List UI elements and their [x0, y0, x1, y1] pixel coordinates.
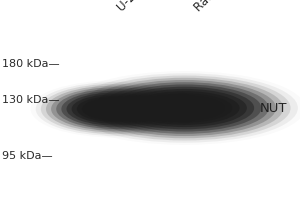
- Ellipse shape: [82, 98, 149, 120]
- Text: 180 kDa—: 180 kDa—: [2, 59, 59, 69]
- Ellipse shape: [78, 76, 291, 140]
- Ellipse shape: [137, 93, 232, 123]
- Ellipse shape: [46, 86, 185, 132]
- Ellipse shape: [72, 94, 159, 124]
- Ellipse shape: [115, 87, 254, 129]
- Text: 130 kDa—: 130 kDa—: [2, 95, 59, 105]
- Ellipse shape: [56, 89, 175, 129]
- Ellipse shape: [87, 99, 144, 119]
- Ellipse shape: [51, 87, 180, 131]
- Ellipse shape: [100, 82, 269, 134]
- Ellipse shape: [71, 73, 298, 143]
- Ellipse shape: [41, 84, 190, 134]
- Ellipse shape: [86, 78, 283, 138]
- Ellipse shape: [108, 84, 262, 132]
- Ellipse shape: [77, 96, 154, 122]
- Text: Rat heart: Rat heart: [192, 0, 240, 14]
- Ellipse shape: [129, 91, 240, 125]
- Ellipse shape: [93, 80, 276, 136]
- Text: NUT: NUT: [260, 102, 287, 116]
- Ellipse shape: [144, 96, 225, 120]
- Ellipse shape: [67, 92, 164, 126]
- Ellipse shape: [36, 82, 195, 136]
- Text: U-2 OS: U-2 OS: [115, 0, 153, 14]
- Ellipse shape: [122, 89, 247, 127]
- Text: 95 kDa—: 95 kDa—: [2, 151, 52, 161]
- Ellipse shape: [61, 91, 170, 127]
